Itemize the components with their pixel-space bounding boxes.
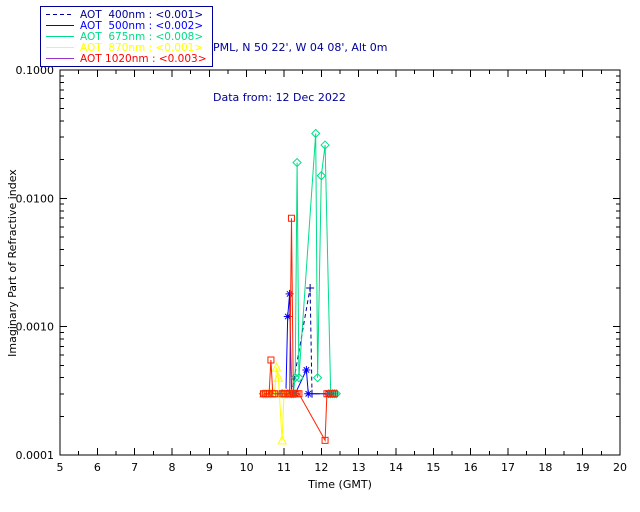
legend-line-sample xyxy=(46,58,74,59)
legend-item-label: AOT 500nm : <0.002> xyxy=(80,19,204,32)
diamond-marker xyxy=(312,373,323,383)
x-tick-label: 12 xyxy=(314,461,328,474)
series-line xyxy=(263,133,337,395)
square-marker xyxy=(271,390,279,398)
square-marker xyxy=(295,390,303,398)
x-tick-label: 17 xyxy=(501,461,515,474)
square-marker xyxy=(267,356,275,364)
square-marker xyxy=(287,214,295,222)
triangle-marker xyxy=(271,361,282,372)
y-tick-label: 0.0001 xyxy=(16,449,55,462)
y-tick-label: 0.0100 xyxy=(16,192,55,205)
legend-line-sample xyxy=(46,36,74,37)
asterisk-marker xyxy=(302,365,311,374)
x-axis-title: Time (GMT) xyxy=(307,478,372,491)
square-marker xyxy=(330,390,338,398)
series-line xyxy=(263,367,286,441)
legend-item-label: AOT 675nm : <0.008> xyxy=(80,30,204,43)
plus-marker xyxy=(306,284,315,293)
square-marker xyxy=(321,436,329,444)
legend-box: AOT 400nm : <0.001> AOT 500nm : <0.002> AO… xyxy=(40,6,213,67)
legend-line-sample xyxy=(46,25,74,26)
diamond-marker xyxy=(316,171,327,181)
asterisk-marker xyxy=(304,389,313,398)
plot-header: PML, N 50 22', W 04 08', Alt 0m Data fro… xyxy=(213,7,387,139)
series-aot-400nm xyxy=(259,284,335,398)
x-tick-label: 13 xyxy=(352,461,366,474)
x-tick-label: 5 xyxy=(57,461,64,474)
x-tick-label: 10 xyxy=(240,461,254,474)
x-tick-label: 15 xyxy=(426,461,440,474)
x-tick-label: 6 xyxy=(94,461,101,474)
x-tick-label: 16 xyxy=(464,461,478,474)
series-line xyxy=(263,287,331,395)
y-tick-label: 0.1000 xyxy=(16,64,55,77)
x-tick-label: 20 xyxy=(613,461,627,474)
diamond-marker xyxy=(294,373,304,383)
series-aot-675nm xyxy=(258,128,341,399)
legend-line-sample xyxy=(46,14,74,15)
diamond-marker xyxy=(320,140,330,150)
diamond-marker xyxy=(290,373,300,383)
series-aot-870nm xyxy=(258,361,291,445)
x-tick-label: 18 xyxy=(538,461,552,474)
station-info: PML, N 50 22', W 04 08', Alt 0m xyxy=(213,41,388,54)
legend-item-aot-675nm: AOT 675nm : <0.008> xyxy=(45,30,207,43)
legend-item-aot-1020nm: AOT 1020nm : <0.003> xyxy=(45,52,207,65)
asterisk-marker xyxy=(283,312,292,321)
triangle-marker xyxy=(277,434,287,445)
diamond-marker xyxy=(311,128,321,139)
x-tick-label: 9 xyxy=(206,461,213,474)
x-tick-label: 19 xyxy=(576,461,590,474)
legend-item-label: AOT 400nm : <0.001> xyxy=(80,8,204,21)
triangle-marker xyxy=(273,372,284,382)
legend-item-aot-870nm: AOT 870nm : <0.001> xyxy=(45,41,207,54)
y-tick-label: 0.0010 xyxy=(16,321,55,334)
x-tick-label: 8 xyxy=(169,461,176,474)
y-axis-title: Imaginary Part of Refractive index xyxy=(6,169,19,357)
data-date: Data from: 12 Dec 2022 xyxy=(213,90,346,104)
x-tick-label: 11 xyxy=(277,461,291,474)
legend-item-aot-500nm: AOT 500nm : <0.002> xyxy=(45,19,207,32)
series-aot-1020nm xyxy=(259,214,338,444)
legend-line-sample xyxy=(46,47,74,48)
diamond-marker xyxy=(292,157,302,168)
x-tick-label: 14 xyxy=(389,461,403,474)
asterisk-marker xyxy=(285,289,294,298)
x-tick-label: 7 xyxy=(131,461,138,474)
legend-item-aot-400nm: AOT 400nm : <0.001> xyxy=(45,8,207,21)
legend-item-label: AOT 870nm : <0.001> xyxy=(80,41,204,54)
legend-item-label: AOT 1020nm : <0.003> xyxy=(80,52,207,65)
